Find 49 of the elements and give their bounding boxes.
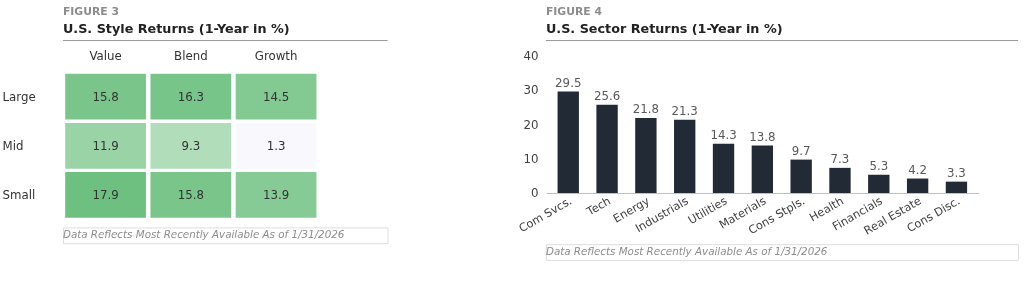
bar xyxy=(829,167,851,193)
data-label: 21.3 xyxy=(671,103,698,118)
bar xyxy=(635,117,657,193)
data-label: 15.8 xyxy=(92,89,119,104)
data-label: 25.6 xyxy=(593,88,621,103)
data-label: 1.3 xyxy=(266,138,286,153)
chart-title: U.S. Sector Returns (1-Year in %) xyxy=(545,20,783,36)
y-tick-label: 40 xyxy=(523,48,539,63)
data-label: 5.3 xyxy=(869,158,889,173)
chart-subtitle: FIGURE 3 xyxy=(62,4,120,18)
data-label: 13.9 xyxy=(262,187,290,202)
chart-subtitle: FIGURE 4 xyxy=(545,4,603,18)
y-tick-label: Mid xyxy=(2,138,24,153)
bar xyxy=(906,178,929,193)
data-label: 7.3 xyxy=(830,151,850,166)
y-tick-label: Small xyxy=(2,187,36,202)
y-tick-label: 20 xyxy=(523,117,539,132)
data-label: 14.3 xyxy=(710,127,737,142)
data-label: 15.8 xyxy=(177,187,204,202)
data-label: 29.5 xyxy=(555,75,582,90)
text: Data Reflects Most Recently Available As of 1/31/2026 xyxy=(545,244,828,257)
text: Data Reflects Most Recently Available As of 1/31/2026 xyxy=(62,228,345,241)
x-tick-label: Growth xyxy=(254,48,298,63)
data-label: 4.2 xyxy=(908,162,927,177)
bar xyxy=(557,91,579,193)
y-tick-label: 30 xyxy=(523,83,539,98)
bar xyxy=(596,104,618,193)
data-label: 3.3 xyxy=(947,165,966,180)
x-tick-label: Tech xyxy=(583,194,613,219)
bar xyxy=(868,174,890,193)
bar xyxy=(945,181,968,193)
bar xyxy=(751,145,774,193)
bar xyxy=(712,143,735,193)
data-label: 13.8 xyxy=(749,129,776,144)
data-label: 14.5 xyxy=(262,89,290,104)
y-tick-label: Large xyxy=(2,89,36,104)
chart-title: U.S. Style Returns (1-Year in %) xyxy=(62,20,290,36)
data-label: 21.8 xyxy=(632,102,660,117)
y-tick-label: 0 xyxy=(531,186,539,201)
data-label: 9.7 xyxy=(791,143,811,158)
y-tick-label: 10 xyxy=(523,151,539,166)
x-tick-label: Blend xyxy=(174,48,208,63)
data-label: 9.3 xyxy=(181,138,201,153)
data-label: 16.3 xyxy=(177,89,204,104)
data-label: 17.9 xyxy=(92,187,119,202)
bar xyxy=(790,159,812,193)
bar xyxy=(674,119,696,193)
data-label: 11.9 xyxy=(92,138,119,153)
x-tick-label: Value xyxy=(89,48,122,63)
